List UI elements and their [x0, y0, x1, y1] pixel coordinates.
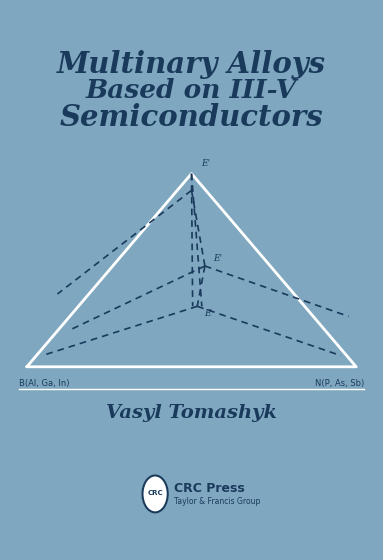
Text: Multinary Alloys: Multinary Alloys	[57, 50, 326, 79]
Text: B(Al, Ga, In): B(Al, Ga, In)	[19, 379, 70, 388]
Text: CRC: CRC	[147, 490, 163, 496]
Text: E': E'	[201, 159, 210, 168]
Text: Semiconductors: Semiconductors	[60, 103, 323, 132]
Text: Taylor & Francis Group: Taylor & Francis Group	[174, 497, 261, 506]
Text: E: E	[204, 309, 211, 318]
Circle shape	[142, 475, 168, 512]
Text: Based on III-V: Based on III-V	[86, 78, 297, 103]
Text: Vasyl Tomashyk: Vasyl Tomashyk	[106, 404, 277, 422]
Text: CRC Press: CRC Press	[174, 482, 245, 495]
Text: N(P, As, Sb): N(P, As, Sb)	[314, 379, 364, 388]
Text: E': E'	[213, 254, 223, 263]
